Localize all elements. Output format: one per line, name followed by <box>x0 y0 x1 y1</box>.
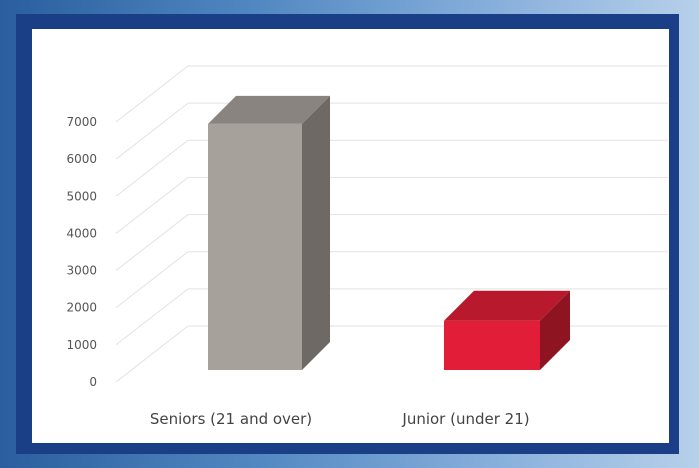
bar-junior <box>444 290 570 370</box>
x-category-label: Junior (under 21) <box>401 410 529 428</box>
bar-seniors-side <box>302 95 330 370</box>
grid-diagonal <box>115 325 189 383</box>
bar-seniors-top <box>208 95 330 124</box>
grid-diagonal <box>115 139 189 197</box>
bar-junior-front <box>444 320 540 370</box>
x-category-label: Seniors (21 and over) <box>150 410 312 428</box>
grid-diagonal <box>115 65 189 123</box>
y-tick-label: 0 <box>89 375 97 389</box>
y-tick-label: 4000 <box>66 226 97 240</box>
grid-diagonal <box>115 251 189 309</box>
y-tick-label: 7000 <box>66 115 97 129</box>
y-tick-label: 3000 <box>66 264 97 278</box>
x-axis-categories: Seniors (21 and over) Junior (under 21) <box>150 410 530 428</box>
bar-junior-top <box>444 290 570 321</box>
grid-diagonal <box>115 102 189 160</box>
y-tick-label: 5000 <box>66 189 97 203</box>
gridlines <box>115 65 668 383</box>
grid-diagonal <box>115 214 189 271</box>
bar-junior-side <box>540 290 570 370</box>
bar-seniors-front <box>208 123 302 370</box>
y-tick-label: 6000 <box>66 152 97 166</box>
bar-seniors <box>208 95 330 370</box>
y-tick-label: 2000 <box>66 301 97 315</box>
bars <box>208 95 570 370</box>
chart-panel <box>32 29 669 443</box>
y-tick-label: 1000 <box>66 338 97 352</box>
grid-diagonal <box>115 288 189 346</box>
y-axis-ticks: 0 1000 2000 3000 4000 5000 6000 7000 <box>66 115 97 389</box>
grid-diagonal <box>115 177 189 234</box>
